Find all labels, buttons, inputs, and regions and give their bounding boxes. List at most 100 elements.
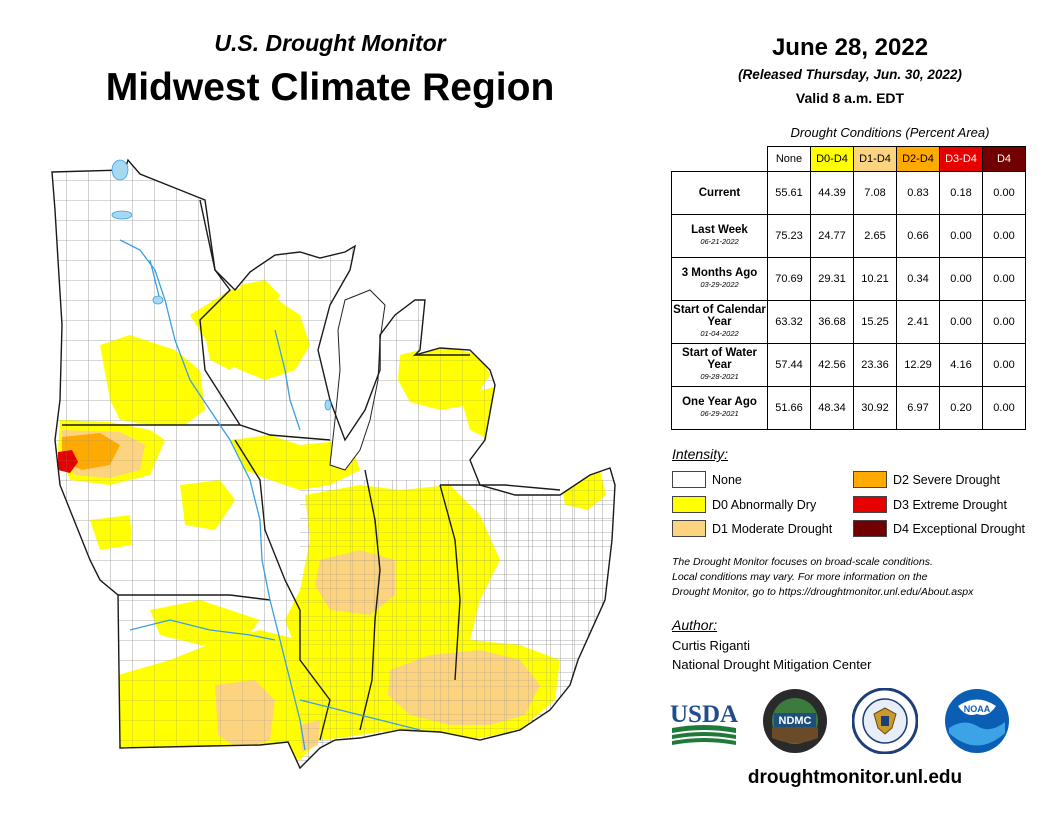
- website-link[interactable]: droughtmonitor.unl.edu: [747, 767, 963, 788]
- table-cell: 63.32: [767, 300, 811, 344]
- col-d3-d4: D3-D4: [939, 146, 983, 172]
- table-cell: 0.83: [896, 171, 940, 215]
- legend-swatch: [853, 471, 887, 488]
- table-cell: 0.00: [982, 257, 1026, 301]
- note-line: Local conditions may vary. For more info…: [672, 571, 928, 583]
- release-date: (Released Thursday, Jun. 30, 2022): [738, 67, 962, 82]
- legend-title: Intensity:: [672, 446, 729, 462]
- svg-text:NDMC: NDMC: [779, 715, 812, 727]
- table-cell: 4.16: [939, 343, 983, 387]
- table-cell: 15.25: [853, 300, 897, 344]
- table-cell: 0.00: [939, 300, 983, 344]
- legend-label: D1 Moderate Drought: [712, 521, 833, 536]
- table-cell: 2.41: [896, 300, 940, 344]
- table-cell: 75.23: [767, 214, 811, 258]
- table-cell: 7.08: [853, 171, 897, 215]
- svg-text:USDA: USDA: [670, 701, 738, 728]
- state-boundaries: [51, 159, 616, 769]
- usda-logo: USDA: [670, 701, 738, 745]
- midwest-drought-map: [51, 159, 616, 769]
- table-cell: 70.69: [767, 257, 811, 301]
- row-label-start-calendar-year: Start of Calendar Year 01-04-2022: [671, 300, 768, 344]
- table-cell: 42.56: [810, 343, 854, 387]
- table-cell: 0.00: [939, 214, 983, 258]
- author-organization: National Drought Mitigation Center: [672, 657, 872, 672]
- table-cell: 0.34: [896, 257, 940, 301]
- row-label-start-water-year: Start of Water Year 09-28-2021: [671, 343, 768, 387]
- table-cell: 6.97: [896, 386, 940, 430]
- legend-swatch: [672, 471, 706, 488]
- legend-item-d4: D4 Exceptional Drought: [853, 520, 1025, 537]
- table-cell: 0.00: [939, 257, 983, 301]
- col-d1-d4: D1-D4: [853, 146, 897, 172]
- legend-swatch: [853, 496, 887, 513]
- legend-swatch: [672, 520, 706, 537]
- table-cell: 24.77: [810, 214, 854, 258]
- legend-label: D3 Extreme Drought: [893, 497, 1007, 512]
- legend-item-d1: D1 Moderate Drought: [672, 520, 832, 537]
- table-cell: 12.29: [896, 343, 940, 387]
- legend-item-d2: D2 Severe Drought: [853, 471, 1000, 488]
- table-cell: 55.61: [767, 171, 811, 215]
- legend-swatch: [672, 496, 706, 513]
- table-cell: 0.18: [939, 171, 983, 215]
- table-corner: [672, 147, 768, 172]
- lake-michigan: [329, 289, 386, 471]
- legend-label: D0 Abnormally Dry: [712, 497, 817, 512]
- table-cell: 2.65: [853, 214, 897, 258]
- table-cell: 57.44: [767, 343, 811, 387]
- table-cell: 36.68: [810, 300, 854, 344]
- row-label-current: Current: [671, 171, 768, 215]
- row-label-one-year-ago: One Year Ago 06-29-2021: [671, 386, 768, 430]
- table-row: Start of Calendar Year 01-04-2022 63.32 3…: [671, 300, 1026, 344]
- author-heading: Author:: [672, 617, 718, 633]
- disclaimer-note: The Drought Monitor focuses on broad-sca…: [672, 555, 1042, 600]
- table-row: 3 Months Ago 03-29-2022 70.69 29.31 10.21…: [671, 257, 1026, 301]
- table-cell: 0.66: [896, 214, 940, 258]
- table-row: Current 55.61 44.39 7.08 0.83 0.18 0.00: [671, 171, 1026, 215]
- col-d2-d4: D2-D4: [896, 146, 940, 172]
- legend-label: None: [712, 472, 742, 487]
- drought-conditions-table: None D0-D4 D1-D4 D2-D4 D3-D4 D4 Current …: [671, 146, 1026, 430]
- table-cell: 0.20: [939, 386, 983, 430]
- svg-text:NOAA: NOAA: [964, 704, 991, 714]
- rivers: [119, 239, 421, 751]
- map-date: June 28, 2022: [771, 34, 929, 61]
- valid-time: Valid 8 a.m. EDT: [795, 90, 905, 106]
- table-row: Start of Water Year 09-28-2021 57.44 42.5…: [671, 343, 1026, 387]
- table-cell: 10.21: [853, 257, 897, 301]
- legend-label: D4 Exceptional Drought: [893, 521, 1026, 536]
- col-none: None: [767, 146, 811, 172]
- table-cell: 51.66: [767, 386, 811, 430]
- table-cell: 0.00: [982, 343, 1026, 387]
- legend-item-none: None: [672, 471, 742, 488]
- note-line: The Drought Monitor focuses on broad-sca…: [672, 556, 933, 568]
- table-caption: Drought Conditions (Percent Area): [790, 125, 990, 140]
- table-cell: 23.36: [853, 343, 897, 387]
- author-name: Curtis Riganti: [672, 638, 751, 653]
- ndmc-logo: NDMC: [763, 689, 827, 753]
- commerce-department-seal: [852, 688, 918, 754]
- table-row: One Year Ago 06-29-2021 51.66 48.34 30.92…: [671, 386, 1026, 430]
- col-d0-d4: D0-D4: [810, 146, 854, 172]
- map-title: Midwest Climate Region: [105, 66, 555, 109]
- legend-label: D2 Severe Drought: [893, 472, 1001, 487]
- table-cell: 30.92: [853, 386, 897, 430]
- row-label-last-week: Last Week 06-21-2022: [671, 214, 768, 258]
- table-cell: 44.39: [810, 171, 854, 215]
- legend-item-d0: D0 Abnormally Dry: [672, 496, 816, 513]
- col-d4: D4: [982, 146, 1026, 172]
- row-label-3-months-ago: 3 Months Ago 03-29-2022: [671, 257, 768, 301]
- table-cell: 0.00: [982, 171, 1026, 215]
- legend-item-d3: D3 Extreme Drought: [853, 496, 1007, 513]
- legend-swatch: [853, 520, 887, 537]
- note-line: Drought Monitor, go to https://droughtmo…: [672, 586, 974, 598]
- map-subtitle: U.S. Drought Monitor: [214, 30, 446, 56]
- table-cell: 48.34: [810, 386, 854, 430]
- table-header-row: None D0-D4 D1-D4 D2-D4 D3-D4 D4: [672, 146, 1026, 172]
- table-cell: 29.31: [810, 257, 854, 301]
- table-cell: 0.00: [982, 214, 1026, 258]
- table-row: Last Week 06-21-2022 75.23 24.77 2.65 0.6…: [671, 214, 1026, 258]
- table-cell: 0.00: [982, 300, 1026, 344]
- small-lakes: [111, 159, 332, 411]
